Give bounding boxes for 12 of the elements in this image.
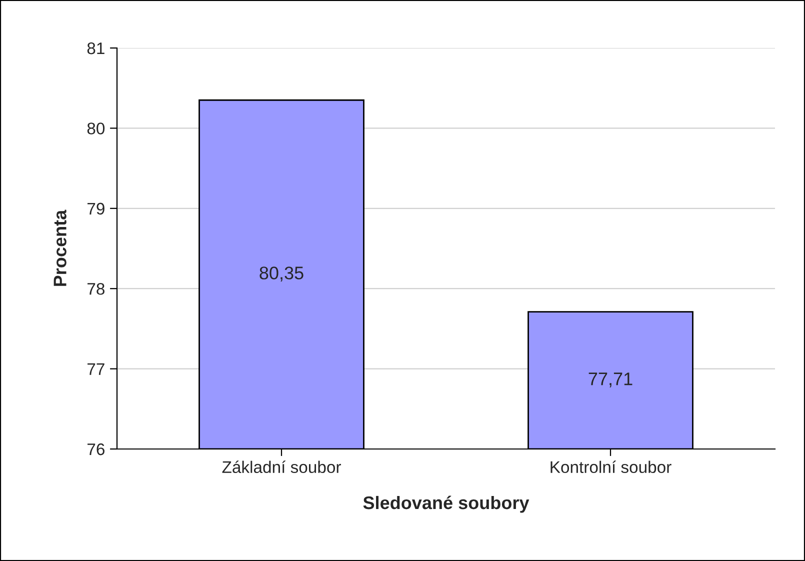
data-label: 77,71 (588, 372, 632, 388)
data-label: 80,35 (260, 266, 304, 282)
x-axis-title: Sledované soubory (363, 496, 530, 513)
y-axis-title: Procenta (54, 210, 66, 286)
y-tick-label: 77 (88, 363, 104, 375)
y-tick-label: 81 (87, 42, 104, 54)
y-tick-label: 76 (88, 443, 104, 456)
x-tick-label: Základní soubor (222, 460, 341, 474)
y-tick-label: 80 (87, 122, 105, 134)
x-tick-label: Kontrolní soubor (550, 460, 672, 474)
y-tick-label: 79 (88, 202, 104, 215)
y-tick-label: 78 (88, 283, 104, 295)
